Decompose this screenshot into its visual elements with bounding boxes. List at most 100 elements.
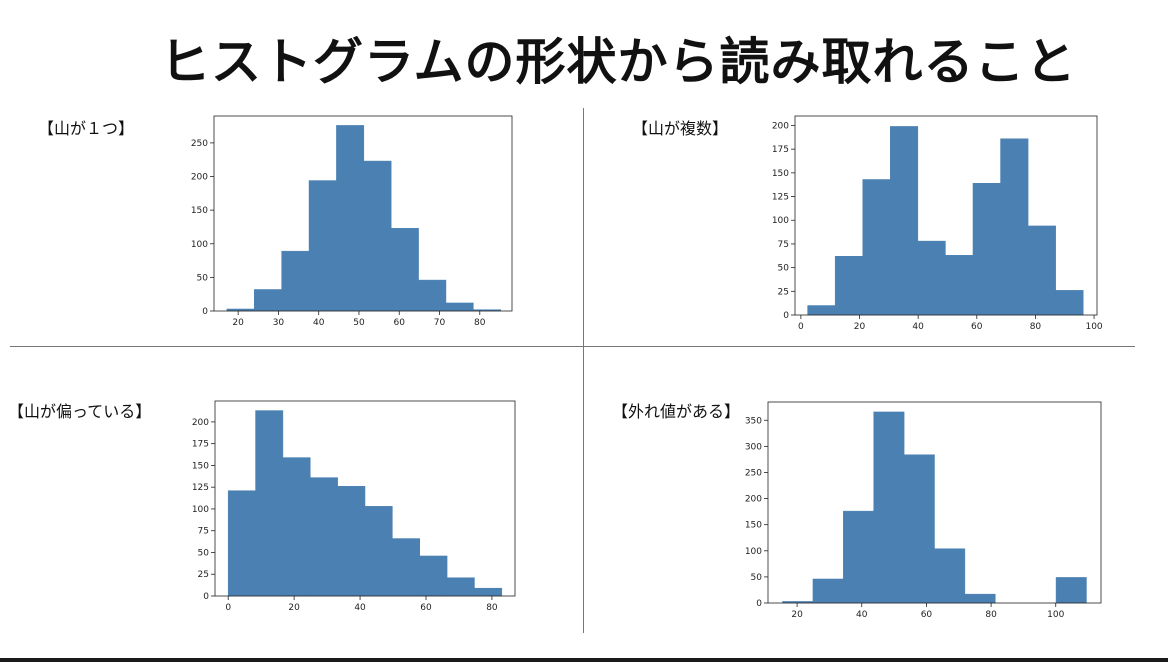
histogram-bar (964, 593, 996, 604)
histogram-bar (363, 160, 392, 312)
panel-label-outlier: 【外れ値がある】 (612, 402, 741, 421)
histogram-outlier: 20 40 60 80 100 0 50 100 150 200 250 300 350 (745, 401, 1102, 620)
y-tick-label: 300 (745, 442, 762, 452)
y-tick-label: 125 (192, 483, 209, 493)
x-tick-label: 80 (474, 318, 486, 328)
histogram-bar (310, 477, 338, 597)
histogram-bar (474, 587, 503, 597)
x-tick-label: 40 (354, 603, 366, 613)
histogram-skewed-peak: 0 20 40 60 80 0 25 50 75 100 125 150 175 200 (192, 400, 516, 613)
x-tick-label: 20 (288, 603, 300, 613)
histogram-bar (419, 555, 448, 597)
histogram-bar (308, 180, 337, 312)
y-tick-label: 200 (745, 495, 762, 505)
histogram-bar (392, 538, 420, 597)
x-tick-label: 20 (854, 322, 866, 332)
y-tick-label: 250 (745, 468, 762, 478)
y-tick-label: 0 (203, 592, 209, 602)
y-tick-label: 25 (198, 570, 209, 580)
y-tick-label: 50 (197, 273, 209, 283)
x-tick-label: 40 (912, 322, 924, 332)
histogram-bar (418, 279, 447, 312)
histogram-bar (337, 486, 366, 597)
y-tick-label: 0 (783, 311, 789, 321)
y-tick-label: 150 (745, 521, 762, 531)
histogram-bar (336, 125, 365, 312)
y-tick-label: 75 (778, 240, 789, 250)
histogram-bar (903, 454, 935, 604)
axes-frame (214, 400, 516, 597)
histogram-bar (972, 183, 1001, 316)
histogram-bar (364, 506, 393, 597)
x-tick-label: 60 (921, 610, 933, 620)
histogram-bar (1027, 225, 1056, 316)
x-tick-label: 80 (985, 610, 997, 620)
y-tick-label: 0 (756, 599, 762, 609)
histogram-bar (934, 548, 966, 604)
x-tick-label: 60 (420, 603, 432, 613)
x-tick-label: 60 (394, 318, 406, 328)
histogram-bar (254, 289, 282, 312)
y-tick-label: 100 (192, 505, 209, 515)
histogram-bar (917, 240, 946, 316)
y-tick-label: 150 (192, 461, 209, 471)
histogram-bar (255, 410, 284, 597)
histogram-bar (1055, 577, 1087, 604)
y-tick-label: 200 (772, 121, 789, 131)
histogram-bar (862, 179, 891, 316)
x-tick-label: 20 (232, 318, 244, 328)
x-tick-label: 40 (856, 610, 868, 620)
histogram-bar (390, 228, 419, 312)
y-tick-label: 150 (191, 206, 208, 216)
x-tick-label: 20 (791, 610, 803, 620)
axes-frame (794, 115, 1098, 316)
histogram-bar (945, 255, 974, 316)
y-tick-label: 100 (772, 216, 789, 226)
panel-label-single-peak: 【山が１つ】 (38, 119, 135, 138)
histogram-bar (227, 490, 256, 597)
vertical-divider (583, 108, 584, 633)
histogram-bar (1000, 138, 1029, 316)
y-tick-label: 250 (191, 139, 208, 149)
panel-label-skewed-peak: 【山が偏っている】 (8, 402, 152, 421)
panel-label-multiple-peaks: 【山が複数】 (632, 119, 729, 138)
histogram-bar (445, 302, 474, 312)
y-tick-label: 100 (745, 547, 762, 557)
x-tick-label: 50 (353, 318, 365, 328)
horizontal-divider (10, 346, 1135, 347)
histogram-bar (812, 578, 844, 604)
x-tick-label: 100 (1085, 322, 1102, 332)
histogram-bar (834, 255, 863, 316)
histogram-bar (446, 577, 475, 597)
x-tick-label: 60 (971, 322, 983, 332)
x-tick-label: 0 (798, 322, 804, 332)
histogram-multiple-peaks: 0 20 40 60 80 100 0 25 50 75 100 125 150 175 200 (772, 115, 1103, 332)
y-tick-label: 175 (772, 145, 789, 155)
slide-title: ヒストグラムの形状から読み取れること (160, 33, 1077, 91)
y-tick-label: 50 (751, 573, 763, 583)
y-tick-label: 175 (192, 440, 209, 450)
x-tick-label: 70 (434, 318, 446, 328)
y-tick-label: 25 (778, 287, 789, 297)
bottom-bar (0, 658, 1168, 662)
y-tick-label: 50 (198, 548, 210, 558)
x-tick-label: 30 (273, 318, 285, 328)
histogram-single-peak: 20 30 40 50 60 70 80 0 50 100 150 200 250 (191, 115, 513, 328)
x-tick-label: 80 (1030, 322, 1042, 332)
histogram-bar (843, 510, 874, 604)
histogram-bar (873, 411, 905, 604)
y-tick-label: 200 (192, 418, 209, 428)
histogram-bar (281, 250, 310, 312)
histogram-bar (282, 457, 311, 597)
y-tick-label: 350 (745, 416, 762, 426)
x-tick-label: 0 (225, 603, 231, 613)
y-tick-label: 125 (772, 193, 789, 203)
y-tick-label: 0 (202, 307, 208, 317)
histogram-bar (807, 305, 836, 316)
y-tick-label: 150 (772, 169, 789, 179)
histogram-bar (890, 126, 919, 316)
x-tick-label: 40 (313, 318, 325, 328)
x-tick-label: 100 (1047, 610, 1064, 620)
axes-frame (767, 401, 1102, 604)
x-tick-label: 80 (486, 603, 498, 613)
